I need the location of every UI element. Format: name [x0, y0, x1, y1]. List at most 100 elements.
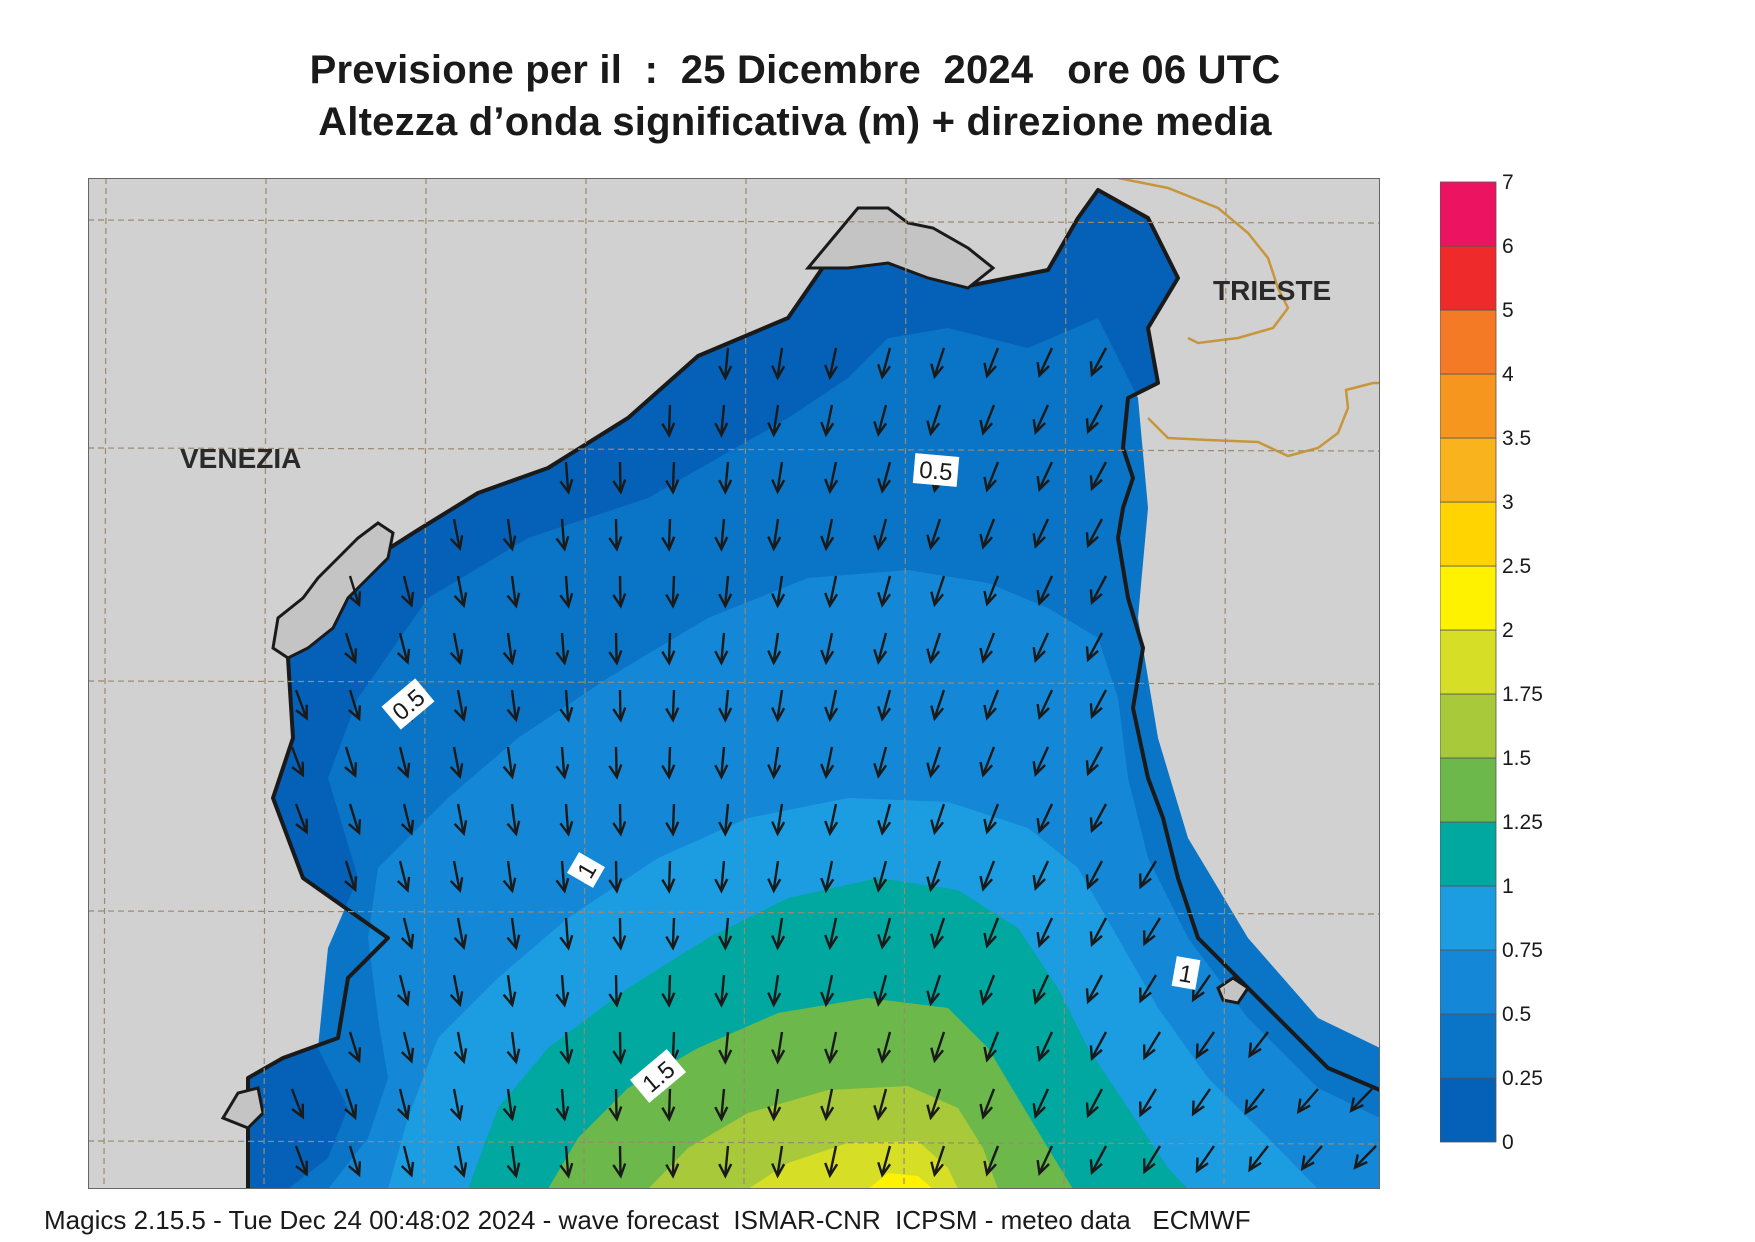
- direction-arrow: [1191, 974, 1211, 1003]
- direction-arrow: [502, 632, 517, 666]
- contour-label-text: 0.5: [918, 457, 954, 487]
- direction-arrow: [1085, 974, 1104, 1005]
- direction-arrow: [555, 746, 570, 780]
- direction-arrow: [771, 1145, 786, 1179]
- direction-arrow: [661, 974, 676, 1008]
- east-island: [1216, 976, 1251, 1005]
- direction-arrow: [1089, 575, 1108, 606]
- direction-arrow: [771, 803, 786, 837]
- direction-arrow: [820, 1088, 835, 1122]
- direction-arrow: [820, 632, 835, 666]
- direction-arrow: [1353, 1145, 1377, 1170]
- direction-arrow: [1089, 917, 1108, 948]
- direction-arrow: [396, 860, 411, 893]
- direction-arrow: [449, 1088, 464, 1122]
- direction-arrow: [1142, 917, 1162, 947]
- contour-label-text: 1: [1177, 960, 1195, 989]
- direction-arrow: [1296, 1088, 1319, 1115]
- direction-arrow: [930, 803, 946, 836]
- direction-arrow: [1195, 1031, 1215, 1060]
- direction-arrow: [294, 689, 308, 721]
- direction-arrow: [979, 860, 996, 892]
- direction-arrow: [506, 1145, 521, 1179]
- direction-arrow: [877, 803, 892, 836]
- direction-arrow: [1085, 746, 1104, 777]
- band-2-25: [868, 1173, 933, 1189]
- direction-arrow: [396, 746, 411, 779]
- direction-arrow: [665, 575, 680, 609]
- direction-arrow: [559, 689, 574, 723]
- direction-arrow: [820, 746, 835, 780]
- graticule: [88, 178, 1380, 1189]
- direction-arrow: [612, 575, 627, 609]
- direction-arrow: [979, 632, 996, 664]
- colorbar-swatch: [1440, 1077, 1497, 1143]
- direction-arrow: [1089, 461, 1108, 492]
- direction-arrow: [612, 917, 627, 951]
- direction-arrow: [1085, 1088, 1104, 1119]
- direction-arrow: [877, 689, 892, 722]
- direction-arrow: [1036, 1145, 1054, 1176]
- direction-arrow: [661, 404, 676, 438]
- direction-arrow: [608, 632, 623, 666]
- colorbar-tick-label: 5: [1502, 299, 1514, 322]
- direction-arrow: [771, 575, 786, 609]
- direction-arrow: [1036, 347, 1054, 378]
- direction-arrow: [1036, 803, 1054, 834]
- direction-arrow: [714, 404, 729, 438]
- direction-arrow: [608, 746, 623, 780]
- colorbar-swatch: [1440, 565, 1497, 631]
- colorbar-swatch: [1440, 629, 1497, 695]
- colorbar-tick-label: 7: [1502, 171, 1514, 194]
- direction-arrow: [718, 917, 733, 951]
- direction-arrow: [926, 518, 942, 551]
- direction-arrow: [348, 1031, 362, 1064]
- direction-arrow: [824, 575, 839, 609]
- direction-arrow: [608, 1088, 623, 1122]
- colorbar-tick-label: 0.25: [1502, 1067, 1543, 1090]
- direction-arrow: [983, 1031, 1000, 1063]
- direction-arrow: [290, 746, 305, 778]
- colorbar-tick-label: 1.25: [1502, 811, 1543, 834]
- direction-arrow: [612, 461, 627, 495]
- colorbar-swatch: [1440, 309, 1497, 375]
- direction-arrow: [714, 518, 729, 552]
- direction-arrow: [926, 974, 942, 1007]
- colorbar-swatch: [1440, 757, 1497, 823]
- direction-arrow: [1349, 1088, 1373, 1113]
- direction-arrow: [767, 404, 782, 438]
- direction-arrow: [718, 1031, 733, 1065]
- direction-arrow: [983, 575, 1000, 607]
- wave-height-colorbar: 0 0.25 0.5 0.75 1 1.25 1.5 1.75 2 2.5 3 3.5 4 5 6 7: [1440, 171, 1543, 1154]
- direction-arrow: [661, 860, 676, 894]
- direction-arrow: [661, 1088, 676, 1122]
- direction-arrow: [1032, 404, 1050, 436]
- direction-arrow: [449, 632, 464, 666]
- direction-arrow: [1032, 746, 1050, 778]
- direction-arrow: [718, 689, 733, 723]
- direction-arrow: [979, 518, 996, 550]
- direction-arrow: [294, 1145, 308, 1177]
- map-frame: [88, 178, 1380, 1189]
- direction-arrow: [979, 1088, 996, 1120]
- direction-arrow: [506, 803, 521, 837]
- direction-arrow: [559, 1031, 574, 1065]
- direction-arrow: [824, 1145, 839, 1179]
- direction-arrow: [767, 1088, 782, 1122]
- direction-arrow: [824, 689, 839, 723]
- colorbar-swatch: [1440, 693, 1497, 759]
- colorbar-swatch: [1440, 885, 1497, 951]
- direction-arrow: [348, 803, 362, 836]
- direction-arrow: [771, 461, 786, 495]
- direction-arrow: [502, 746, 517, 780]
- direction-arrow: [930, 575, 946, 608]
- colorbar-swatch: [1440, 373, 1497, 439]
- direction-arrow: [559, 575, 574, 609]
- direction-arrow: [344, 860, 358, 893]
- colorbar-swatch: [1440, 245, 1497, 311]
- colorbar-tick-label: 0.5: [1502, 1003, 1531, 1026]
- direction-arrow: [820, 974, 835, 1008]
- direction-arrow: [502, 1088, 517, 1122]
- direction-arrow: [396, 632, 411, 665]
- direction-arrow: [506, 1031, 521, 1065]
